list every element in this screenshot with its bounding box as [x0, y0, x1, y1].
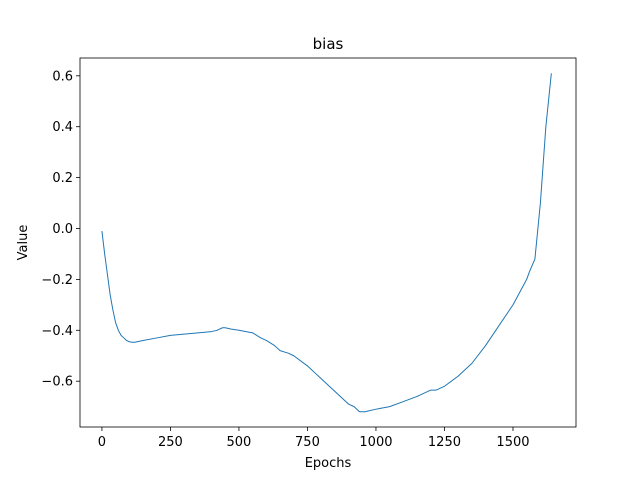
y-tick-label: 0.0	[52, 222, 73, 237]
x-tick-label: 0	[98, 435, 106, 450]
y-tick-label: −0.4	[41, 324, 73, 339]
x-tick-label: 1250	[428, 435, 461, 450]
y-tick-label: −0.6	[41, 375, 73, 390]
y-tick-label: −0.2	[41, 273, 73, 288]
x-tick-label: 1500	[496, 435, 529, 450]
y-tick-label: 0.2	[52, 171, 73, 186]
series-line-0	[101, 73, 552, 413]
x-tick-label: 500	[227, 435, 252, 450]
x-tick-label: 250	[158, 435, 183, 450]
chart-title: bias	[313, 35, 344, 53]
y-tick-label: 0.4	[52, 120, 73, 135]
y-axis-label: Value	[16, 225, 31, 261]
axes: 0 250 500 750 1000 1250 1500 −0.6 −0.4 −0.2 0.0 0.2…	[41, 57, 577, 450]
plot-area	[101, 73, 552, 413]
y-tick-label: 0.6	[52, 69, 73, 84]
plot-frame	[79, 57, 577, 428]
x-axis-label: Epochs	[305, 456, 352, 471]
x-tick-label: 750	[295, 435, 320, 450]
x-tick-label: 1000	[359, 435, 392, 450]
